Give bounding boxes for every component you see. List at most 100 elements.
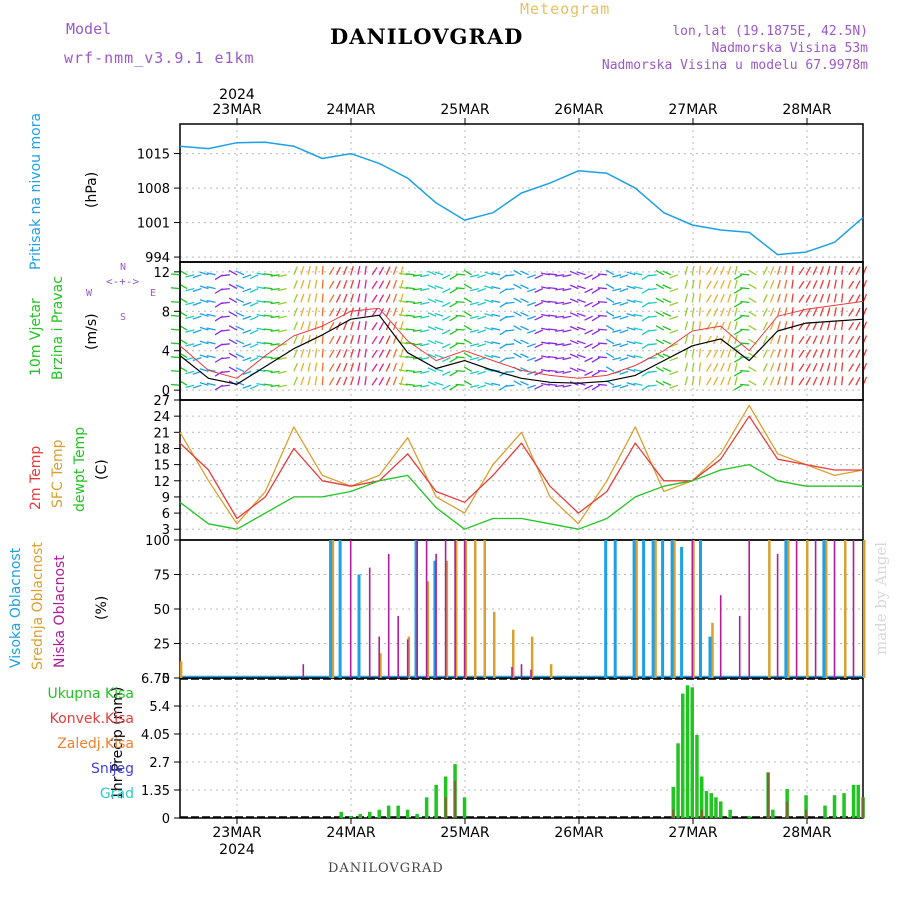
top-day-label: 27MAR [668, 102, 717, 118]
wind-arrow [170, 383, 181, 386]
wind-arrow [848, 363, 855, 372]
mid-cloud-bar [379, 653, 382, 678]
wind-arrow [378, 377, 385, 386]
wind-arrow [733, 370, 743, 377]
wind-arrow [371, 335, 378, 345]
wind-arrow [584, 357, 593, 363]
wind-arrow [855, 363, 861, 372]
wind-arrow [192, 315, 202, 320]
wind-arrow [612, 315, 622, 320]
low-cloud-bar [368, 567, 371, 678]
wind-arrow [691, 321, 695, 331]
precip-total-bar [747, 815, 751, 818]
wind-arrow [484, 354, 494, 359]
wind-arrow [228, 311, 238, 317]
wind-arrow [791, 334, 794, 344]
wind-arrow [242, 384, 252, 389]
wind-arrow [576, 312, 586, 317]
wind-arrow [619, 287, 629, 293]
precip-total-bar [396, 805, 400, 818]
wind-arrow [434, 381, 444, 386]
wind-arrow [385, 266, 391, 276]
wind-arrow [540, 355, 551, 359]
wind-arrow [584, 288, 593, 294]
wind-arrow [185, 315, 195, 320]
y-tick-label: 994 [145, 251, 170, 266]
wind-arrow [734, 307, 738, 317]
wind-arrow [841, 293, 844, 303]
wind-arrow [477, 287, 487, 293]
wind-arrow [534, 329, 544, 335]
wind-arrow [392, 376, 398, 386]
wind-arrow [277, 301, 287, 305]
precip-total-bar [339, 811, 343, 818]
mid-cloud-bar [512, 629, 515, 678]
wind-arrow [705, 363, 712, 372]
wind-arrow [576, 285, 586, 290]
wind-arrow [335, 280, 342, 289]
wind-arrow [434, 271, 444, 276]
wind-arrow [185, 274, 195, 278]
wind-arrow [769, 335, 775, 345]
y-tick-label: 2.7 [149, 756, 170, 771]
wind-arrow [662, 380, 672, 386]
wind-arrow [748, 283, 757, 290]
wind-arrow [449, 315, 458, 322]
wind-arrow [434, 326, 444, 331]
wind-arrow [527, 329, 536, 334]
wind-arrow [491, 327, 501, 331]
wind-arrow [463, 283, 473, 290]
precip-total-bar [377, 809, 381, 818]
wind-arrow [762, 266, 768, 276]
wind-arrow [371, 377, 378, 386]
low-cloud-bar [530, 669, 532, 678]
wind-arrow [562, 370, 572, 374]
wind-arrow [277, 384, 287, 388]
wind-arrow [249, 384, 259, 390]
wind-arrow [228, 325, 238, 331]
wind-arrow [647, 370, 657, 374]
wind-speed-line [179, 314, 864, 385]
wind-arrow [505, 315, 515, 318]
wind-arrow [669, 343, 679, 348]
precip-total-bar [671, 786, 675, 818]
top-day-label: 25MAR [440, 102, 489, 118]
wind-arrow [263, 328, 273, 331]
y-tick-label: 0 [162, 384, 170, 399]
wind-arrow [691, 348, 695, 358]
wind-arrow [605, 311, 615, 317]
wind-arrow [662, 311, 672, 317]
wind-arrow [371, 322, 378, 331]
wind-arrow [206, 382, 216, 386]
wind-arrow [655, 366, 665, 372]
wind-arrow [740, 314, 750, 317]
wind-gust-line [179, 300, 864, 379]
wind-arrow [812, 293, 818, 303]
wind-arrow [477, 274, 487, 279]
wind-arrow [734, 279, 738, 289]
wind-arrow [185, 384, 195, 389]
wind-arrow [206, 299, 216, 304]
wind-arrow [740, 300, 750, 304]
wind-arrow [441, 370, 451, 376]
wind-arrow [562, 287, 572, 292]
wind-arrow [392, 348, 398, 358]
wind-arrow [805, 266, 812, 276]
wind-arrow [235, 367, 245, 373]
wind-arrow [314, 279, 318, 289]
wind-arrow [612, 356, 622, 361]
wind-arrow [727, 348, 732, 358]
wind-arrow [314, 362, 318, 372]
wind-arrow [199, 299, 209, 304]
wind-arrow [540, 382, 551, 386]
wind-arrow [343, 376, 348, 386]
high-cloud-bar [670, 540, 674, 678]
wind-arrow [513, 352, 522, 359]
high-cloud-bar [822, 540, 826, 678]
wind-arrow [626, 271, 636, 276]
wind-arrow [713, 266, 719, 276]
wind-arrow [263, 314, 273, 317]
wind-arrow [791, 265, 794, 275]
wind-arrow [335, 335, 342, 345]
